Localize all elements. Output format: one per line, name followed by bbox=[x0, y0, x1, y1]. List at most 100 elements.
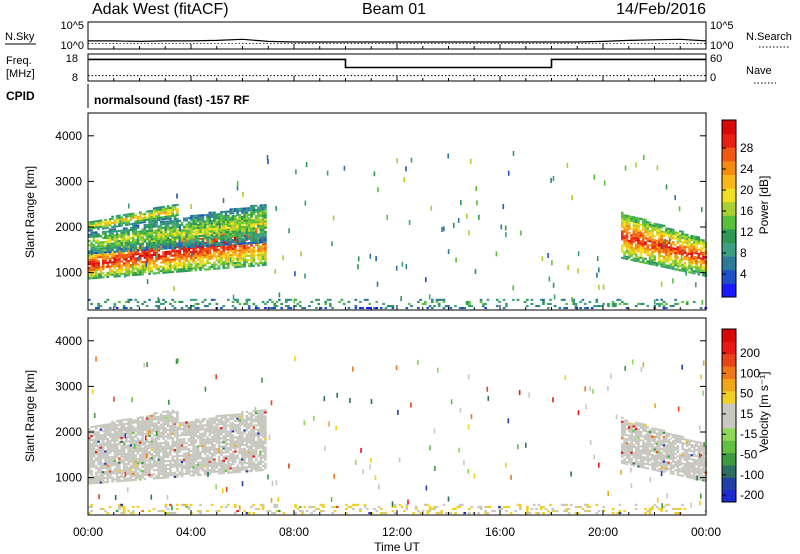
velocity-cell bbox=[122, 479, 126, 482]
velocity-cell bbox=[88, 451, 91, 454]
power-cell bbox=[653, 255, 656, 261]
power-cell bbox=[196, 252, 200, 255]
velocity-cell bbox=[224, 463, 228, 466]
power-cell bbox=[90, 267, 93, 270]
velocity-cell bbox=[178, 471, 182, 474]
velocity-cell bbox=[169, 426, 172, 429]
velocity-cell bbox=[106, 460, 110, 463]
power-cell bbox=[132, 237, 135, 240]
power-cell bbox=[648, 262, 652, 265]
velocity-cell bbox=[169, 435, 172, 438]
velocity-cell bbox=[143, 443, 147, 446]
power-cell bbox=[164, 263, 168, 266]
power-cell bbox=[185, 235, 188, 238]
power-cell bbox=[257, 248, 260, 251]
power-cell bbox=[171, 220, 175, 223]
velocity-cell bbox=[139, 462, 142, 465]
power-cell bbox=[118, 262, 121, 265]
power-cell bbox=[697, 236, 701, 239]
velocity-cell bbox=[129, 471, 133, 474]
velocity-cell bbox=[196, 463, 200, 466]
power-cell bbox=[234, 307, 237, 310]
power-cell bbox=[637, 233, 640, 236]
power-cell bbox=[162, 251, 165, 254]
velocity-cell bbox=[217, 433, 221, 436]
power-cell bbox=[220, 215, 223, 218]
power-cell bbox=[108, 273, 112, 276]
power-cell bbox=[192, 214, 195, 217]
velocity-cell bbox=[201, 424, 205, 427]
power-cell bbox=[208, 215, 212, 218]
velocity-cell bbox=[173, 475, 177, 478]
power-cell bbox=[220, 263, 223, 266]
power-cell bbox=[250, 241, 253, 244]
velocity-cell bbox=[157, 425, 161, 428]
velocity-cell bbox=[185, 458, 188, 461]
power-cell bbox=[359, 300, 362, 303]
power-cell bbox=[155, 257, 158, 260]
velocity-cell bbox=[127, 467, 131, 470]
power-cell bbox=[227, 227, 230, 230]
velocity-cell bbox=[148, 459, 151, 462]
velocity-cell bbox=[101, 467, 105, 470]
power-cell bbox=[243, 207, 246, 210]
power-cell bbox=[120, 231, 124, 234]
velocity-cell bbox=[99, 475, 103, 478]
velocity-cell bbox=[185, 464, 188, 467]
power-cell bbox=[106, 222, 110, 225]
power-cell bbox=[143, 240, 147, 243]
power-cell bbox=[644, 222, 647, 225]
power-cell bbox=[185, 255, 188, 258]
velocity-cell bbox=[210, 442, 214, 445]
power-cell bbox=[676, 238, 680, 241]
velocity-cell bbox=[171, 459, 175, 462]
power-cell bbox=[183, 245, 186, 248]
velocity-cell bbox=[166, 474, 170, 477]
power-cell bbox=[210, 230, 214, 233]
power-cell bbox=[101, 268, 105, 271]
velocity-cell bbox=[97, 438, 100, 441]
power-cell bbox=[243, 302, 246, 305]
power-cell bbox=[148, 234, 151, 237]
velocity-cell bbox=[134, 433, 138, 436]
power-cell bbox=[261, 239, 265, 242]
power-cell bbox=[180, 247, 184, 250]
power-cell bbox=[132, 274, 135, 277]
power-cell bbox=[690, 255, 694, 258]
power-cell bbox=[194, 246, 198, 249]
power-cell bbox=[129, 257, 133, 260]
power-cell bbox=[141, 217, 144, 220]
power-cell bbox=[157, 216, 161, 219]
velocity-cell bbox=[108, 435, 112, 438]
power-cell bbox=[215, 244, 219, 247]
velocity-cell bbox=[190, 441, 193, 444]
velocity-cell bbox=[145, 441, 149, 444]
power-cell bbox=[632, 228, 636, 231]
power-cell bbox=[662, 230, 666, 233]
power-cell bbox=[648, 248, 652, 251]
power-cell bbox=[690, 271, 694, 274]
velocity-cell bbox=[97, 444, 100, 447]
power-cell bbox=[574, 307, 578, 310]
power-cell bbox=[660, 244, 664, 247]
power-cell bbox=[676, 236, 680, 239]
power-cell bbox=[187, 267, 191, 270]
power-cell bbox=[113, 250, 117, 253]
power-cell bbox=[136, 230, 140, 233]
power-cell bbox=[169, 226, 172, 229]
power-cell bbox=[241, 226, 244, 229]
power-cell bbox=[695, 264, 698, 267]
power-cell bbox=[148, 242, 151, 245]
power-cell bbox=[108, 220, 112, 223]
power-cell bbox=[688, 248, 691, 251]
power-cell bbox=[187, 263, 191, 266]
velocity-cell bbox=[185, 470, 188, 473]
velocity-cell bbox=[155, 469, 158, 472]
power-cell bbox=[417, 300, 420, 303]
power-cell bbox=[542, 302, 545, 305]
velocity-cell bbox=[104, 454, 107, 457]
power-cell bbox=[125, 307, 128, 310]
velocity-cell bbox=[213, 468, 216, 471]
power-cell bbox=[644, 235, 647, 238]
power-cell bbox=[176, 250, 179, 253]
